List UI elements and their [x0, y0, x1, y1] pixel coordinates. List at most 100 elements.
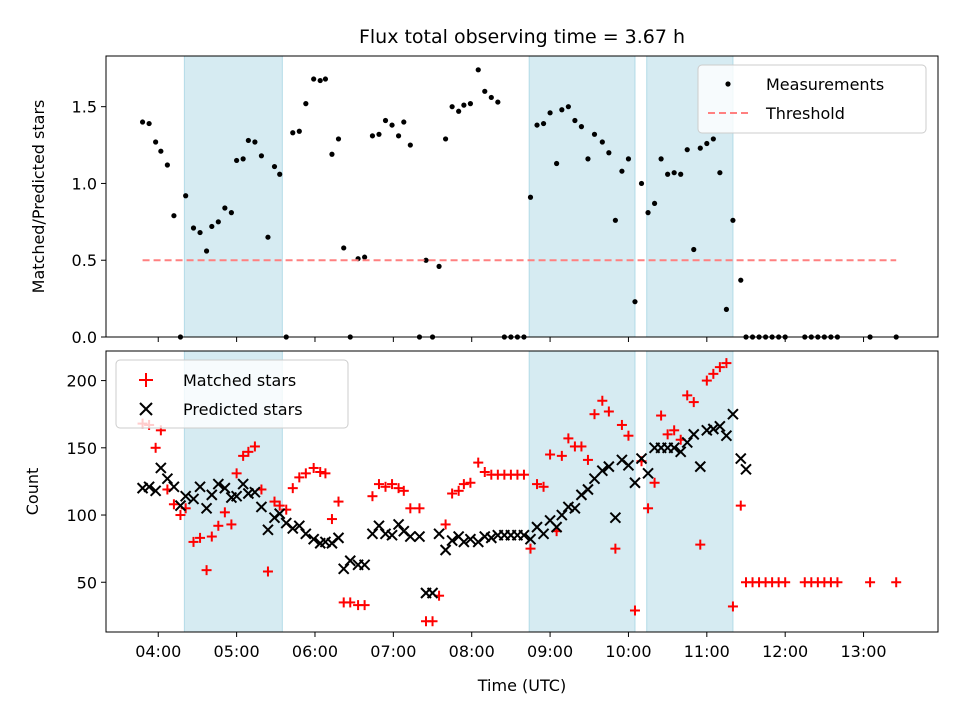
y-tick-label: 1.0: [72, 174, 97, 193]
matched-stars-point: [315, 467, 326, 478]
bottom-panel: 50 100 150 200 04:00 05:00 06:00 07:00 08:00 09:…: [23, 350, 939, 695]
y-tick-label: 1.5: [72, 98, 97, 117]
predicted-stars-point: [681, 436, 693, 449]
predicted-stars-point: [550, 521, 563, 533]
matched-stars-point: [213, 520, 224, 531]
measurement-point: [554, 160, 560, 167]
measurement-point: [606, 150, 612, 156]
matched-stars-point: [300, 468, 311, 479]
predicted-stars-point: [635, 452, 648, 465]
measurement-point: [619, 168, 625, 174]
bottom-legend-predicted-swatch: [139, 402, 153, 416]
measurement-point: [245, 137, 251, 144]
matched-stars-point: [447, 488, 458, 499]
matched-stars-point: [701, 375, 712, 386]
y-tick-label: 50: [77, 573, 97, 592]
matched-stars-point: [616, 419, 627, 430]
predicted-stars-point: [556, 509, 568, 521]
x-tick-label: 08:00: [449, 642, 495, 661]
y-tick-label: 0.5: [72, 251, 97, 270]
predicted-stars-point: [668, 442, 680, 454]
matched-stars-point: [405, 503, 416, 514]
predicted-stars-point: [143, 481, 155, 493]
measurement-point: [442, 136, 449, 142]
matched-stars-point: [714, 362, 725, 373]
matched-stars-point: [597, 395, 608, 406]
y-tick-label: 200: [66, 372, 97, 391]
matched-stars-point: [629, 605, 640, 616]
measurement-point: [678, 171, 684, 177]
measurement-point: [329, 151, 335, 157]
shaded-interval-2: [528, 350, 636, 633]
predicted-stars-point: [179, 490, 192, 502]
predicted-stars-point: [212, 478, 225, 490]
predicted-stars-point: [194, 481, 206, 493]
matched-stars-point: [333, 496, 344, 507]
measurement-point: [738, 277, 744, 283]
matched-stars-point: [226, 519, 237, 530]
measurement-point: [625, 156, 632, 162]
x-tick-label: 05:00: [214, 642, 260, 661]
top-panel-marks: [139, 67, 899, 340]
predicted-stars-point: [230, 490, 243, 502]
matched-stars-point: [669, 425, 680, 436]
predicted-stars-point: [307, 533, 320, 545]
predicted-stars-point: [582, 483, 594, 496]
predicted-stars-point: [688, 428, 700, 441]
measurement-point: [449, 104, 455, 110]
predicted-stars-point: [439, 544, 452, 556]
predicted-stars-point: [373, 520, 385, 532]
matched-stars-point: [688, 397, 699, 408]
measurement-point: [407, 142, 413, 148]
measurement-point: [456, 108, 462, 114]
measurement-point: [395, 133, 402, 139]
measurement-point: [265, 234, 271, 240]
matched-stars-point: [662, 429, 673, 440]
predicted-stars-point: [168, 481, 180, 493]
matched-stars-point: [393, 483, 404, 494]
top-panel-frame: [105, 55, 939, 338]
measurement-point: [158, 148, 164, 154]
predicted-stars-point: [358, 559, 371, 571]
matched-stars-point: [610, 543, 621, 554]
measurement-point: [723, 306, 730, 312]
x-tick-label: 11:00: [684, 642, 730, 661]
matched-stars-point: [563, 433, 574, 444]
predicted-stars-point: [694, 460, 706, 473]
top-legend-measurements-swatch: [725, 81, 731, 87]
chart-title: Flux total observing time = 3.67 h: [359, 26, 685, 48]
measurement-point: [730, 217, 736, 223]
predicted-stars-point: [524, 533, 537, 545]
bottom-legend-box: [115, 359, 349, 429]
measurement-point: [139, 119, 146, 125]
measurement-point: [389, 122, 395, 128]
predicted-stars-point: [155, 462, 167, 474]
measurement-point: [271, 163, 278, 170]
x-tick-label: 09:00: [527, 642, 573, 661]
x-tick-label: 06:00: [292, 642, 338, 661]
predicted-stars-point: [714, 420, 726, 432]
measurement-point: [401, 119, 407, 125]
matched-stars-point: [206, 531, 217, 542]
matched-stars-point: [465, 477, 476, 488]
y-tick-label: 0.0: [72, 328, 97, 347]
measurement-point: [311, 76, 317, 82]
predicted-stars-point: [219, 482, 231, 494]
predicted-stars-point: [433, 528, 445, 540]
matched-stars-point: [287, 483, 298, 494]
matched-stars-point: [545, 449, 556, 460]
predicted-stars-point: [174, 499, 187, 512]
predicted-stars-point: [622, 459, 635, 471]
matched-stars-point: [721, 358, 732, 369]
matched-stars-point: [219, 507, 230, 518]
measurement-point: [645, 210, 651, 216]
measurement-point: [153, 139, 159, 145]
predicted-stars-point: [735, 452, 747, 465]
matched-stars-point: [195, 532, 206, 543]
matched-stars-point: [656, 410, 667, 421]
measurement-point: [382, 117, 389, 124]
x-tick-label: 07:00: [370, 642, 416, 661]
shaded-interval-1: [183, 55, 283, 338]
measurement-point: [684, 147, 690, 153]
matched-stars-point: [695, 539, 706, 550]
